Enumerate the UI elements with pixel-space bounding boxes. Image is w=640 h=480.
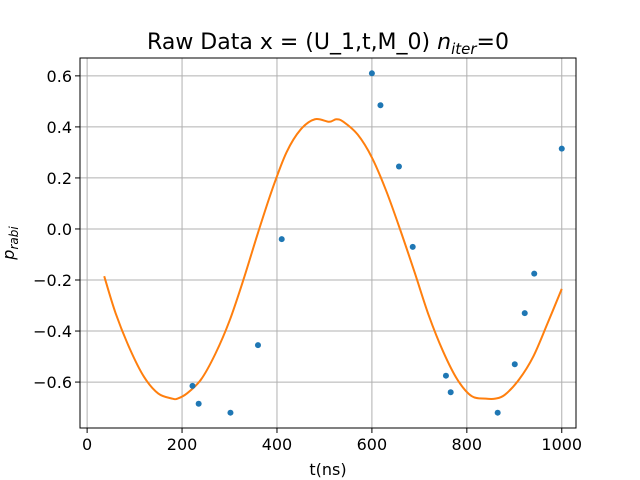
x-tick-label: 1000 [541,435,582,454]
chart-title: Raw Data x = (U_1,t,M_0) niter=0 [147,30,509,58]
data-point [278,236,285,243]
data-point [511,361,518,368]
x-axis-label: t(ns) [309,460,346,479]
data-point [494,409,501,416]
data-point [395,163,402,170]
y-tick-label: 0.0 [47,220,72,239]
data-point [368,70,375,77]
chart-title-main: Raw Data x = (U_1,t,M_0) [147,30,437,55]
data-point [558,145,565,152]
data-point [447,389,454,396]
data-point [442,372,449,379]
plot-area-background [80,58,576,428]
data-point [377,102,384,109]
plot-frame [79,57,577,429]
chart-title-math-base: n [437,30,451,55]
x-tick-label: 0 [82,435,92,454]
data-point [189,382,196,389]
y-tick-label: −0.4 [33,322,72,341]
y-tick-label: 0.2 [47,169,72,188]
fit-curve-layer [103,117,563,401]
y-tick-label: 0.6 [47,67,72,86]
y-axis-ticks: −0.6 −0.4 −0.2 0.0 0.2 0.4 0.6 [33,67,80,392]
x-tick-label: 400 [262,435,293,454]
data-point [409,243,416,250]
x-tick-label: 200 [167,435,198,454]
fit-curve [103,117,563,401]
chart-title-math-sub: iter [451,40,477,58]
y-tick-label: −0.2 [33,271,72,290]
data-point [227,409,234,416]
y-axis-label-base: p [0,250,18,261]
data-point [195,400,202,407]
data-point [521,310,528,317]
data-point [254,342,261,349]
grid-lines [80,58,576,428]
y-tick-label: 0.4 [47,118,72,137]
x-tick-label: 600 [357,435,388,454]
data-points-layer [189,70,565,416]
y-axis-label: prabi [0,226,21,261]
x-axis-ticks: 0 200 400 600 800 1000 [82,428,582,454]
y-tick-label: −0.6 [33,373,72,392]
x-tick-label: 800 [452,435,483,454]
y-axis-label-sub: rabi [7,226,21,250]
chart-title-math-tail: =0 [477,30,509,55]
data-point [531,270,538,277]
